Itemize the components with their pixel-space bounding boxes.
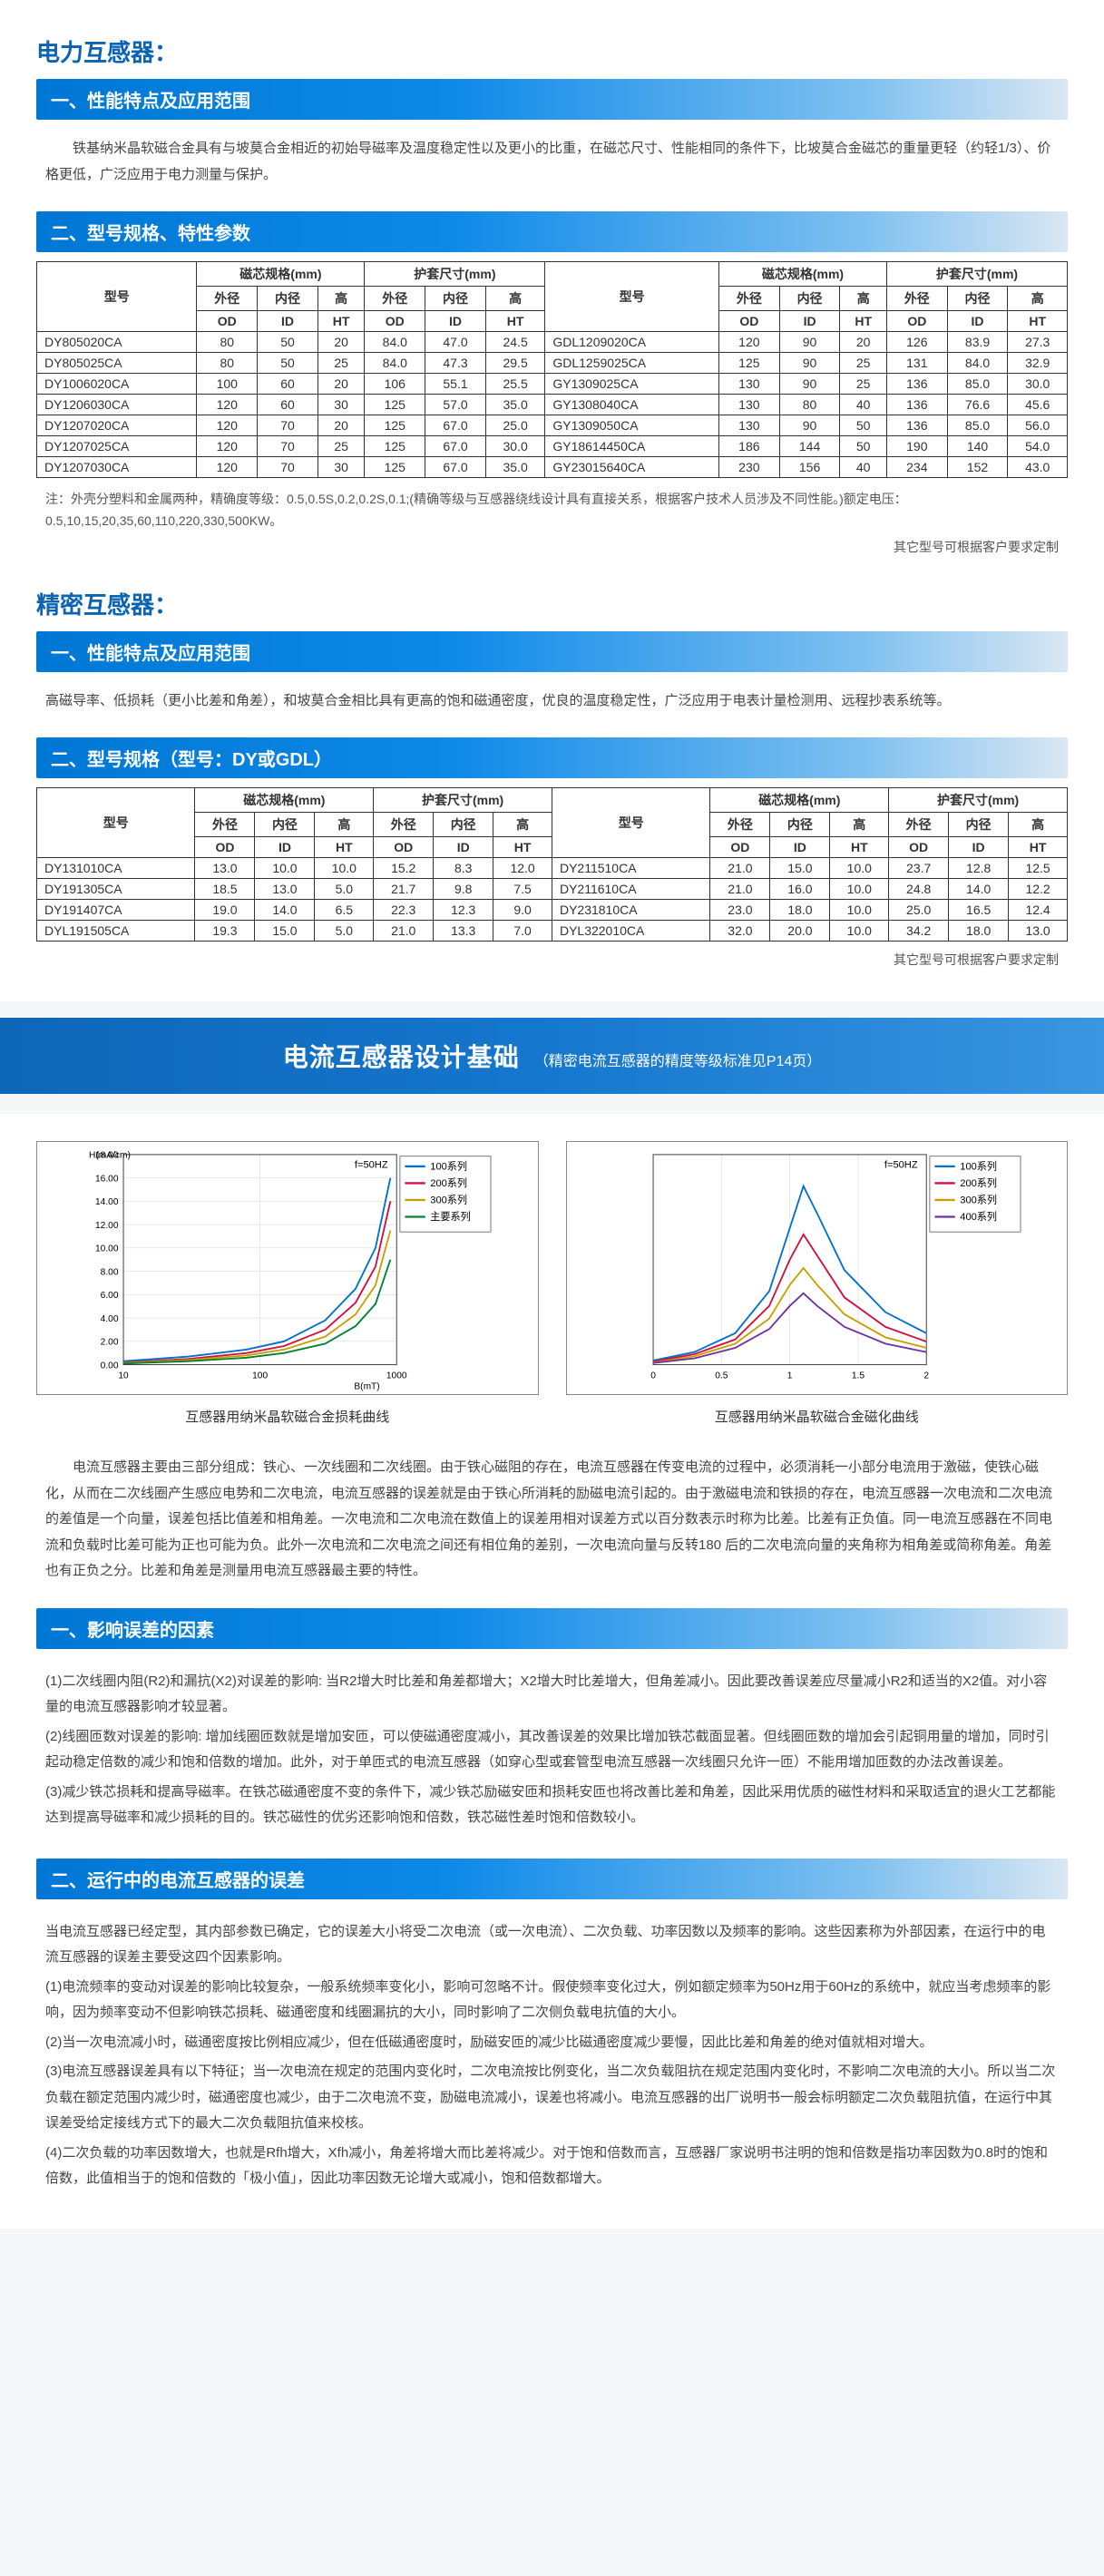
svg-text:f=50HZ: f=50HZ	[884, 1160, 917, 1171]
svg-text:4.00: 4.00	[101, 1314, 119, 1324]
section-running: 二、运行中的电流互感器的误差	[36, 1859, 1068, 1899]
svg-text:10: 10	[118, 1371, 129, 1381]
svg-text:200系列: 200系列	[960, 1176, 997, 1189]
table1-rightnote: 其它型号可根据客户要求定制	[36, 534, 1068, 571]
svg-text:14.00: 14.00	[95, 1197, 119, 1207]
section-2b: 二、型号规格（型号：DY或GDL）	[36, 737, 1068, 778]
svg-text:f=50HZ: f=50HZ	[355, 1160, 388, 1171]
svg-text:1: 1	[786, 1371, 792, 1381]
svg-text:H(mA/cm): H(mA/cm)	[89, 1151, 131, 1161]
svg-text:300系列: 300系列	[960, 1194, 997, 1206]
svg-text:100系列: 100系列	[430, 1160, 467, 1173]
section-1b: 一、性能特点及应用范围	[36, 631, 1068, 672]
svg-text:2: 2	[923, 1371, 929, 1381]
table2-rightnote: 其它型号可根据客户要求定制	[36, 947, 1068, 983]
svg-text:2.00: 2.00	[101, 1338, 119, 1348]
running-desc: 当电流互感器已经定型，其内部参数已确定，它的误差大小将受二次电流（或一次电流）、…	[36, 1908, 1068, 2210]
svg-text:100: 100	[252, 1371, 268, 1381]
table1-note: 注：外壳分塑料和金属两种，精确度等级：0.5,0.5S,0.2,0.2S,0.1…	[36, 483, 1068, 534]
chart1-caption: 互感器用纳米晶软磁合金损耗曲线	[36, 1407, 539, 1426]
power-desc: 铁基纳米晶软磁合金具有与坡莫合金相近的初始导磁率及温度稳定性以及更小的比重，在磁…	[36, 129, 1068, 202]
spec-table-1: 型号磁芯规格(mm)护套尺寸(mm)型号磁芯规格(mm)护套尺寸(mm)外径内径…	[36, 261, 1068, 478]
svg-text:100系列: 100系列	[960, 1160, 997, 1173]
chart2-caption: 互感器用纳米晶软磁合金磁化曲线	[566, 1407, 1069, 1426]
factors-desc: (1)二次线圈内阻(R2)和漏抗(X2)对误差的影响: 当R2增大时比差和角差都…	[36, 1658, 1068, 1849]
spec-table-2: 型号磁芯规格(mm)护套尺寸(mm)型号磁芯规格(mm)护套尺寸(mm)外径内径…	[36, 787, 1068, 942]
svg-text:B(mT): B(mT)	[354, 1382, 379, 1392]
section-factors: 一、影响误差的因素	[36, 1608, 1068, 1649]
banner-title: 电流互感器设计基础	[283, 1038, 520, 1074]
svg-text:主要系列: 主要系列	[430, 1210, 470, 1223]
svg-text:16.00: 16.00	[95, 1174, 119, 1184]
section-1: 一、性能特点及应用范围	[36, 79, 1068, 120]
design-banner: 电流互感器设计基础 （精密电流互感器的精度等级标准见P14页）	[0, 1018, 1104, 1094]
svg-text:6.00: 6.00	[101, 1291, 119, 1301]
precision-title: 精密互感器：	[36, 587, 1068, 620]
svg-text:10.00: 10.00	[95, 1244, 119, 1254]
svg-text:12.00: 12.00	[95, 1221, 119, 1231]
banner-sub: （精密电流互感器的精度等级标准见P14页）	[534, 1049, 821, 1070]
svg-text:1.5: 1.5	[851, 1371, 864, 1381]
svg-text:8.00: 8.00	[101, 1267, 119, 1277]
svg-text:200系列: 200系列	[430, 1176, 467, 1189]
svg-text:400系列: 400系列	[960, 1210, 997, 1223]
loss-curve-chart: 0.00 2.00 4.00 6.00 8.00 10.00 12.00 14.00 16.00…	[36, 1141, 539, 1395]
svg-text:0: 0	[650, 1371, 656, 1381]
svg-text:300系列: 300系列	[430, 1194, 467, 1206]
svg-text:0.5: 0.5	[715, 1371, 728, 1381]
svg-text:0.00: 0.00	[101, 1361, 119, 1371]
design-desc: 电流互感器主要由三部分组成：铁心、一次线圈和二次线圈。由于铁心磁阻的存在，电流互…	[36, 1448, 1068, 1599]
power-title: 电力互感器：	[36, 34, 1068, 68]
magnetization-curve-chart: 0 0.5 1 1.5 2 100系列 200系列 300系列 400系列 f=50HZ	[566, 1141, 1069, 1395]
precision-desc: 高磁导率、低损耗（更小比差和角差），和坡莫合金相比具有更高的饱和磁通密度，优良的…	[36, 681, 1068, 729]
section-2: 二、型号规格、特性参数	[36, 211, 1068, 252]
svg-text:1000: 1000	[386, 1371, 407, 1381]
